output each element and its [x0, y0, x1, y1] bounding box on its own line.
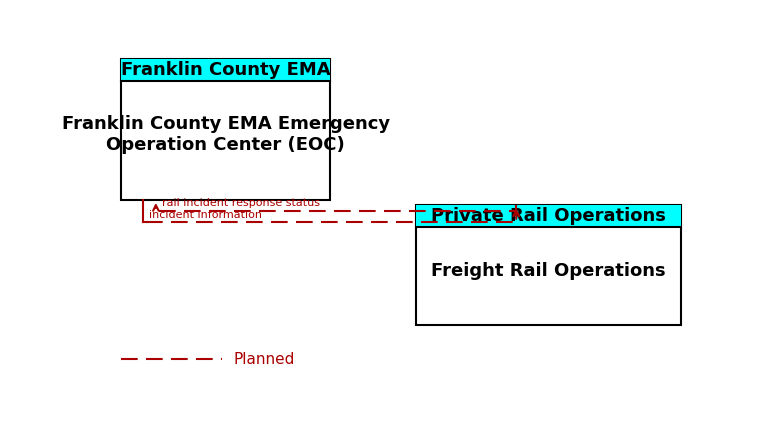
Text: Private Rail Operations: Private Rail Operations: [431, 207, 665, 225]
Text: Franklin County EMA Emergency
Operation Center (EOC): Franklin County EMA Emergency Operation …: [62, 115, 389, 154]
Bar: [415, 205, 680, 227]
Bar: [121, 59, 330, 81]
Bar: [415, 205, 680, 325]
Bar: [121, 59, 330, 200]
Text: incident information: incident information: [149, 210, 262, 220]
Text: Freight Rail Operations: Freight Rail Operations: [431, 262, 665, 280]
Text: rail incident response status: rail incident response status: [162, 198, 320, 208]
Text: Planned: Planned: [234, 352, 296, 367]
Text: Franklin County EMA: Franklin County EMA: [120, 61, 331, 79]
